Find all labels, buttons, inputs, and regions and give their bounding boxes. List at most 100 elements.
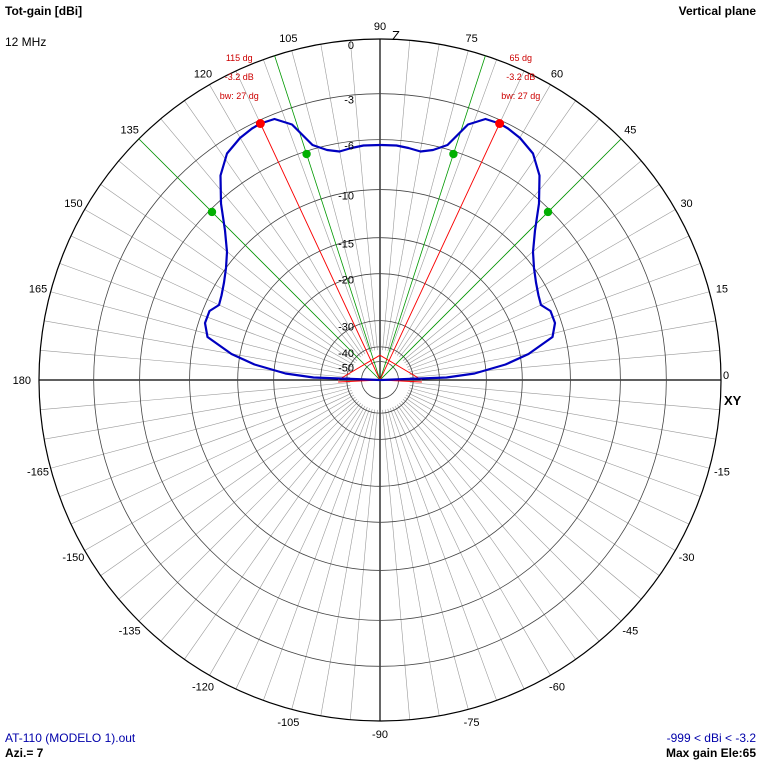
beamwidth-line: [379, 55, 486, 381]
gain-tick-label: -30: [338, 322, 354, 334]
radial-gridline: [402, 399, 642, 600]
radial-gridline: [408, 389, 701, 497]
radial-gridline: [405, 209, 676, 366]
beamwidth-line: [379, 138, 622, 381]
radial-gridline: [209, 84, 366, 355]
angle-tick-label: -45: [622, 625, 638, 637]
radial-gridline: [387, 408, 469, 710]
radial-gridline: [291, 50, 373, 352]
radial-gridline: [384, 409, 440, 716]
radial-gridline: [40, 349, 351, 378]
radial-gridline: [349, 40, 378, 351]
chart-title: Tot-gain [dBi]: [5, 4, 83, 18]
gain-circle: [38, 38, 722, 722]
radial-gridline: [263, 59, 371, 352]
angle-tick-label: -165: [27, 467, 49, 479]
radial-gridline: [404, 396, 660, 576]
radiation-pattern: [203, 117, 557, 382]
gain-tick-label: -6: [344, 141, 354, 153]
beamwidth-point: [543, 207, 553, 217]
azimuth-label: Azi.= 7: [5, 746, 44, 760]
angle-tick-label: 165: [29, 283, 47, 295]
radial-gridline: [84, 209, 355, 366]
beamwidth-line: [274, 55, 381, 381]
max-gain-label: Max gain Ele:65: [665, 746, 756, 760]
max-gain-point: [255, 119, 265, 129]
radial-gridline: [184, 100, 364, 356]
radial-gridline: [59, 389, 352, 497]
radial-gridline: [409, 349, 720, 378]
gain-tick-label: -15: [338, 239, 354, 251]
gain-tick-label: -3: [344, 95, 354, 107]
radial-gridline: [392, 407, 525, 690]
radial-gridline: [396, 100, 576, 356]
radial-gridline: [349, 409, 378, 720]
gain-tick-label: 0: [348, 40, 354, 52]
angle-tick-label: -150: [62, 552, 84, 564]
gain-circle: [346, 346, 414, 414]
gain-circle: [189, 189, 571, 571]
radial-gridline: [404, 184, 660, 364]
radial-gridline: [100, 396, 356, 576]
radial-gridline: [408, 263, 701, 371]
lobe-annotation: 115 dg: [226, 53, 253, 63]
radial-gridline: [40, 382, 351, 411]
angle-tick-label: 15: [716, 283, 728, 295]
file-name: AT-110 (MODELO 1).out: [5, 731, 136, 745]
radial-gridline: [407, 235, 690, 368]
angle-tick-label: 30: [680, 198, 692, 210]
angle-tick-label: -60: [549, 682, 565, 694]
angle-tick-label: 90: [374, 21, 386, 33]
radial-gridline: [402, 160, 642, 361]
radial-gridline: [396, 404, 576, 660]
radial-gridline: [70, 235, 353, 368]
radial-gridline: [320, 44, 376, 351]
lobe-annotation: 65 dg: [509, 53, 532, 63]
angle-tick-label: -30: [679, 552, 695, 564]
frequency-label: 12 MHz: [5, 35, 47, 49]
radial-gridline: [209, 405, 366, 676]
radial-gridline: [409, 320, 716, 376]
angle-tick-label: 75: [465, 33, 477, 45]
gain-circle: [273, 273, 487, 487]
radial-gridline: [118, 160, 358, 361]
radial-gridline: [44, 384, 351, 440]
lobe-annotation: bw: 27 dg: [220, 91, 259, 101]
angle-tick-label: -75: [464, 717, 480, 729]
radial-gridline: [50, 291, 352, 373]
lobe-line: [379, 123, 501, 381]
angle-tick-label: -120: [192, 682, 214, 694]
radial-gridline: [387, 50, 469, 352]
pattern-curve: [203, 117, 557, 382]
angle-tick-label: 150: [64, 198, 82, 210]
beamwidth-point: [449, 149, 458, 159]
radial-gridline: [320, 409, 376, 716]
gain-tick-label: -10: [338, 191, 354, 203]
center-marker-line: [337, 354, 381, 381]
center-marker-line: [379, 354, 423, 381]
gain-circle: [139, 139, 621, 621]
gain-circle: [320, 320, 440, 440]
radial-gridline: [100, 184, 356, 364]
zenith-axis-label: Z: [392, 28, 400, 43]
radial-gridline: [394, 405, 551, 676]
horizontal-axis-label: XY: [724, 393, 742, 408]
lobe-line: [259, 123, 381, 381]
gain-range-label: -999 < dBi < -3.2: [666, 731, 756, 745]
radial-gridline: [263, 408, 371, 701]
radial-gridline: [382, 40, 411, 351]
radial-gridline: [184, 404, 364, 660]
angle-tick-label: -105: [277, 717, 299, 729]
radial-gridline: [405, 394, 676, 551]
radial-gridline: [394, 84, 551, 355]
beamwidth-point: [302, 149, 311, 159]
lobe-guides: [138, 55, 622, 383]
radial-gridline: [118, 399, 358, 600]
radial-gridline: [160, 402, 361, 642]
angle-tick-label: 0: [723, 370, 729, 382]
angle-tick-label: 45: [624, 125, 636, 137]
radial-gridline: [384, 44, 440, 351]
gain-tick-label: -20: [338, 275, 354, 287]
lobe-markers: 65 dg -3.2 dB bw: 27 dg 115 dg -3.2 dB bw: 27…: [207, 53, 553, 217]
